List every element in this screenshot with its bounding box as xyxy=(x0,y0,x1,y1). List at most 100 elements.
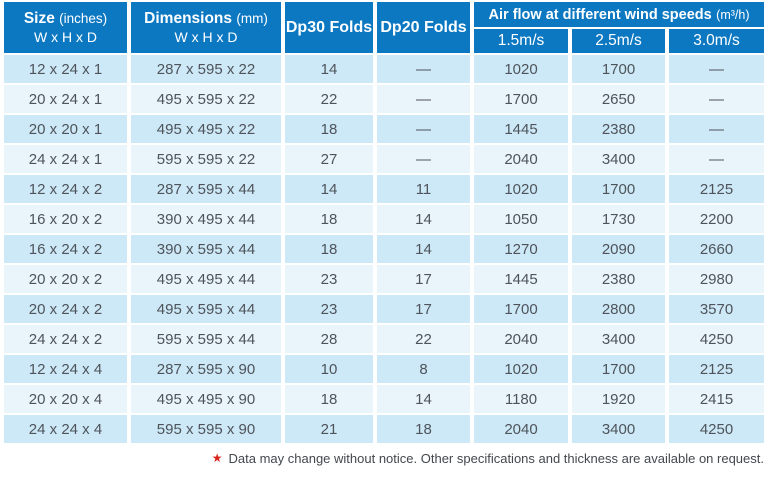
cell-size: 24 x 24 x 1 xyxy=(4,145,127,173)
col-header-speed-3-0: 3.0m/s xyxy=(669,29,765,53)
footnote: ★ Data may change without notice. Other … xyxy=(0,445,768,471)
cell-airflow-3-0: 2415 xyxy=(669,385,765,413)
cell-airflow-3-0: 2980 xyxy=(669,265,765,293)
table-row: 20 x 20 x 1 495 x 495 x 22 18—1445 2380— xyxy=(4,115,765,143)
cell-dimensions: 390 x 495 x 44 xyxy=(131,205,281,233)
cell-dp20-folds: 11 xyxy=(377,175,470,203)
cell-dp30-folds: 14 xyxy=(285,55,373,83)
cell-dimensions: 595 x 595 x 90 xyxy=(131,415,281,443)
cell-dp20-folds: — xyxy=(377,55,470,83)
col-header-speed-2-5: 2.5m/s xyxy=(572,29,665,53)
footnote-text: Data may change without notice. Other sp… xyxy=(228,450,764,466)
cell-airflow-2-5: 2380 xyxy=(572,265,665,293)
cell-airflow-3-0: 2125 xyxy=(669,175,765,203)
cell-dp30-folds: 27 xyxy=(285,145,373,173)
cell-airflow-1-5: 1445 xyxy=(474,115,568,143)
cell-airflow-2-5: 2800 xyxy=(572,295,665,323)
cell-size: 12 x 24 x 2 xyxy=(4,175,127,203)
cell-airflow-2-5: 1700 xyxy=(572,175,665,203)
table-body: 12 x 24 x 1 287 x 595 x 22 14—1020 1700—20 … xyxy=(4,55,765,443)
cell-dp30-folds: 23 xyxy=(285,295,373,323)
cell-airflow-3-0: 2200 xyxy=(669,205,765,233)
cell-airflow-1-5: 2040 xyxy=(474,325,568,353)
cell-dimensions: 495 x 495 x 22 xyxy=(131,115,281,143)
cell-dp30-folds: 14 xyxy=(285,175,373,203)
table-row: 12 x 24 x 4 287 x 595 x 90 10 8 1020 1700 2125 xyxy=(4,355,765,383)
cell-dp30-folds: 22 xyxy=(285,85,373,113)
table-row: 24 x 24 x 2 595 x 595 x 44 28 22 2040 3400 425… xyxy=(4,325,765,353)
cell-size: 20 x 24 x 2 xyxy=(4,295,127,323)
cell-airflow-2-5: 2650 xyxy=(572,85,665,113)
cell-size: 24 x 24 x 4 xyxy=(4,415,127,443)
dimensions-header-sub: W x H x D xyxy=(174,28,238,45)
cell-airflow-3-0: — xyxy=(669,115,765,143)
cell-airflow-1-5: 1270 xyxy=(474,235,568,263)
table-row: 20 x 24 x 2 495 x 595 x 44 23 17 1700 2800 357… xyxy=(4,295,765,323)
cell-dp30-folds: 23 xyxy=(285,265,373,293)
cell-airflow-1-5: 2040 xyxy=(474,415,568,443)
size-header-title: Size xyxy=(23,10,55,28)
airflow-header-title: Air flow at different wind speeds xyxy=(488,6,712,23)
cell-dimensions: 495 x 495 x 90 xyxy=(131,385,281,413)
cell-dp30-folds: 28 xyxy=(285,325,373,353)
cell-airflow-2-5: 2090 xyxy=(572,235,665,263)
cell-size: 16 x 24 x 2 xyxy=(4,235,127,263)
cell-airflow-1-5: 2040 xyxy=(474,145,568,173)
cell-airflow-1-5: 1700 xyxy=(474,295,568,323)
cell-dimensions: 595 x 595 x 22 xyxy=(131,145,281,173)
cell-airflow-1-5: 1020 xyxy=(474,355,568,383)
col-header-airflow-group: Air flow at different wind speeds (m³/h) xyxy=(474,2,765,27)
cell-airflow-1-5: 1700 xyxy=(474,85,568,113)
cell-dp20-folds: 14 xyxy=(377,235,470,263)
cell-size: 20 x 20 x 4 xyxy=(4,385,127,413)
cell-airflow-1-5: 1180 xyxy=(474,385,568,413)
table-row: 20 x 24 x 1 495 x 595 x 22 22—1700 2650— xyxy=(4,85,765,113)
cell-size: 24 x 24 x 2 xyxy=(4,325,127,353)
cell-dp20-folds: 18 xyxy=(377,415,470,443)
star-icon: ★ xyxy=(211,451,223,465)
cell-dp20-folds: — xyxy=(377,115,470,143)
cell-dp20-folds: 22 xyxy=(377,325,470,353)
col-header-dimensions: Dimensions (mm) W x H x D xyxy=(131,2,281,53)
size-header-sub: W x H x D xyxy=(34,28,97,45)
cell-dp30-folds: 18 xyxy=(285,115,373,143)
cell-dp30-folds: 21 xyxy=(285,415,373,443)
cell-airflow-3-0: — xyxy=(669,85,765,113)
dimensions-header-title: Dimensions xyxy=(144,10,233,28)
table-row: 20 x 20 x 2 495 x 495 x 44 23 17 1445 2380 298… xyxy=(4,265,765,293)
cell-dimensions: 287 x 595 x 44 xyxy=(131,175,281,203)
cell-size: 12 x 24 x 1 xyxy=(4,55,127,83)
cell-airflow-3-0: 4250 xyxy=(669,415,765,443)
cell-dimensions: 495 x 495 x 44 xyxy=(131,265,281,293)
cell-dp30-folds: 10 xyxy=(285,355,373,383)
cell-airflow-2-5: 1730 xyxy=(572,205,665,233)
cell-dp20-folds: 17 xyxy=(377,295,470,323)
spec-table: Size (inches) W x H x D Dimensions (mm) … xyxy=(4,2,765,443)
cell-dimensions: 495 x 595 x 44 xyxy=(131,295,281,323)
table-row: 12 x 24 x 2 287 x 595 x 44 14 11 1020 1700 212… xyxy=(4,175,765,203)
cell-dimensions: 287 x 595 x 22 xyxy=(131,55,281,83)
cell-airflow-2-5: 3400 xyxy=(572,415,665,443)
cell-dimensions: 390 x 595 x 44 xyxy=(131,235,281,263)
cell-dimensions: 595 x 595 x 44 xyxy=(131,325,281,353)
cell-airflow-1-5: 1020 xyxy=(474,175,568,203)
airflow-header-unit: (m³/h) xyxy=(716,7,750,22)
col-header-dp20-folds: Dp20 Folds xyxy=(377,2,470,53)
cell-airflow-3-0: — xyxy=(669,55,765,83)
col-header-speed-1-5: 1.5m/s xyxy=(474,29,568,53)
cell-airflow-2-5: 1920 xyxy=(572,385,665,413)
cell-airflow-2-5: 3400 xyxy=(572,325,665,353)
cell-size: 20 x 20 x 2 xyxy=(4,265,127,293)
table-row: 20 x 20 x 4 495 x 495 x 90 18 14 1180 1920 241… xyxy=(4,385,765,413)
col-header-dp30-folds: Dp30 Folds xyxy=(285,2,373,53)
col-header-size: Size (inches) W x H x D xyxy=(4,2,127,53)
table-row: 24 x 24 x 4 595 x 595 x 90 21 18 2040 3400 425… xyxy=(4,415,765,443)
table-row: 16 x 20 x 2 390 x 495 x 44 18 14 1050 1730 220… xyxy=(4,205,765,233)
cell-dp20-folds: 8 xyxy=(377,355,470,383)
cell-size: 20 x 20 x 1 xyxy=(4,115,127,143)
cell-dp20-folds: — xyxy=(377,85,470,113)
cell-airflow-3-0: 2660 xyxy=(669,235,765,263)
table-row: 24 x 24 x 1 595 x 595 x 22 27—2040 3400— xyxy=(4,145,765,173)
cell-airflow-3-0: — xyxy=(669,145,765,173)
